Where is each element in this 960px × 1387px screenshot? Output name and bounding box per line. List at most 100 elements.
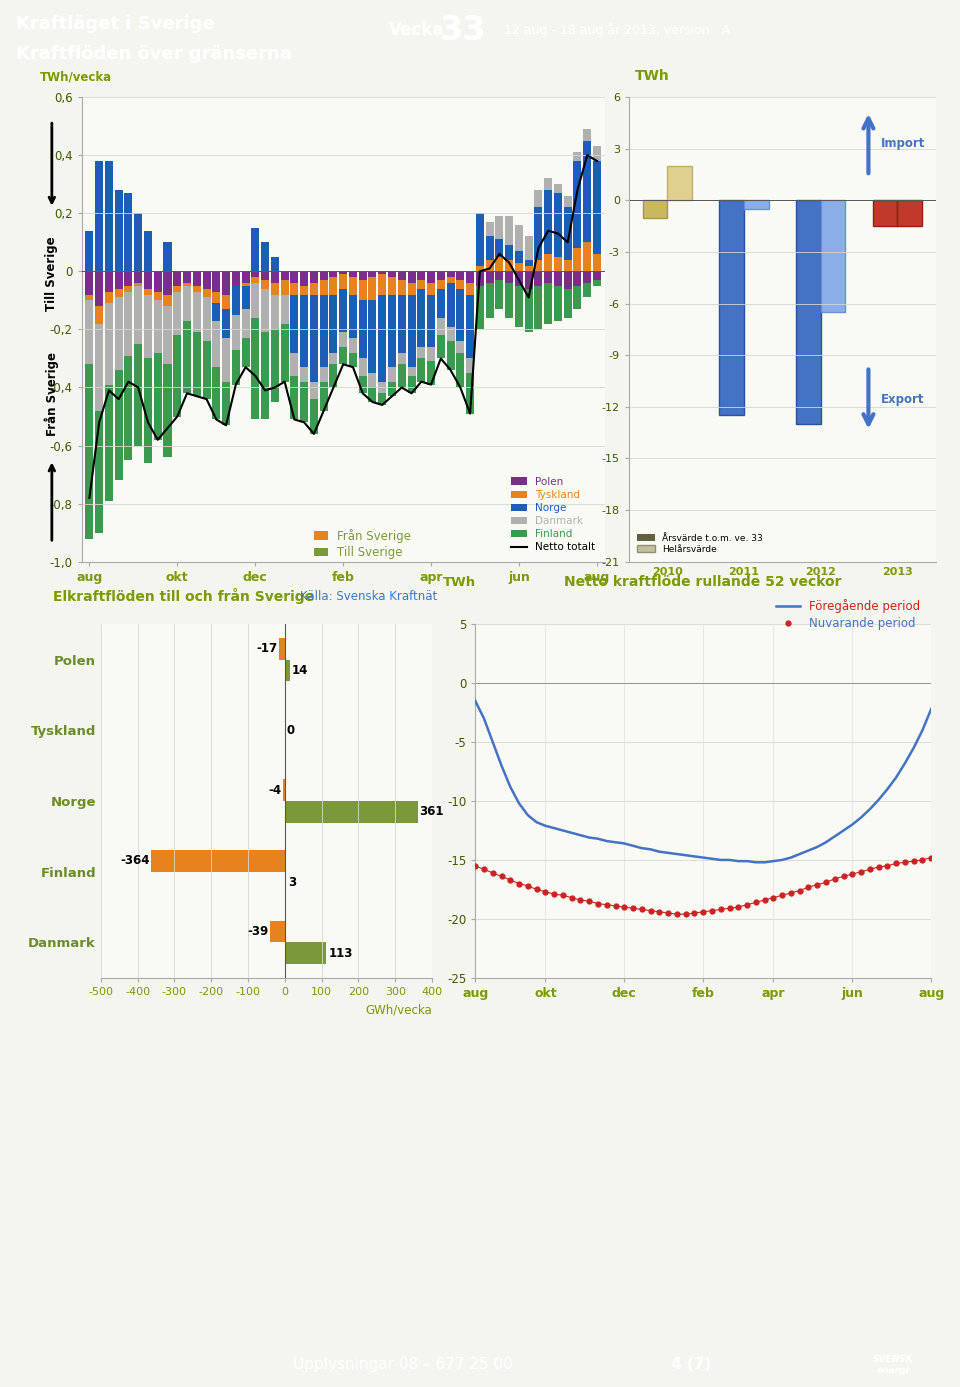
Bar: [397, 280, 406, 294]
Bar: [105, 272, 113, 291]
Bar: [643, 200, 667, 218]
Bar: [85, 294, 93, 301]
Föregående period: [768, 853, 780, 870]
Text: Vecka: Vecka: [389, 21, 444, 39]
Bar: [554, 272, 562, 286]
Text: Import: Import: [880, 137, 925, 150]
Bar: [310, 399, 318, 434]
Bar: [456, 280, 465, 288]
Bar: [300, 294, 308, 368]
Bar: [573, 161, 582, 248]
Bar: [114, 288, 123, 297]
Bar: [114, 370, 123, 480]
Bar: [114, 190, 123, 272]
Bar: [467, 294, 474, 358]
Text: -39: -39: [248, 925, 269, 938]
Bar: [310, 381, 318, 399]
Bar: [873, 200, 898, 226]
Bar: [525, 288, 533, 333]
Bar: [408, 283, 416, 294]
Bar: [486, 283, 493, 318]
Föregående period: [829, 828, 841, 845]
Bar: [231, 272, 240, 286]
Bar: [252, 283, 259, 318]
Bar: [339, 347, 348, 365]
Bar: [408, 272, 416, 283]
Bar: [163, 243, 172, 272]
Bar: [134, 286, 142, 344]
Bar: [427, 294, 435, 347]
Bar: [222, 272, 230, 294]
Bar: [183, 286, 191, 320]
Text: Till Sverige: Till Sverige: [45, 236, 59, 311]
Text: 14: 14: [292, 664, 308, 677]
Bar: [300, 286, 308, 294]
Bar: [535, 190, 542, 208]
Bar: [261, 243, 269, 272]
Bar: [105, 384, 113, 501]
Bar: [446, 326, 455, 341]
Text: Upplysningar 08 – 677 25 00: Upplysningar 08 – 677 25 00: [294, 1358, 513, 1372]
Text: 12 aug - 18 aug år 2013, version:  A: 12 aug - 18 aug år 2013, version: A: [504, 24, 731, 37]
Bar: [320, 280, 327, 294]
Bar: [339, 333, 348, 347]
Föregående period: [750, 854, 761, 871]
Bar: [744, 200, 769, 209]
Bar: [467, 283, 474, 294]
Text: 4 (7): 4 (7): [671, 1358, 711, 1372]
Bar: [525, 272, 533, 288]
Bar: [261, 288, 269, 333]
Bar: [320, 368, 327, 381]
Bar: [173, 336, 181, 416]
Bar: [564, 259, 572, 272]
Text: Kraftläget i Sverige: Kraftläget i Sverige: [16, 15, 215, 33]
Bar: [310, 272, 318, 283]
Bar: [242, 309, 250, 338]
Bar: [212, 291, 220, 304]
Bar: [144, 288, 152, 294]
Bar: [378, 272, 386, 275]
Bar: [348, 294, 357, 338]
Bar: [359, 358, 367, 376]
Bar: [231, 315, 240, 350]
Bar: [378, 275, 386, 294]
Bar: [183, 320, 191, 394]
Bar: [329, 294, 338, 352]
Bar: [285, 659, 290, 681]
Bar: [285, 872, 286, 893]
Bar: [261, 333, 269, 419]
Text: Elkraftflöden till och från Sverige: Elkraftflöden till och från Sverige: [53, 588, 314, 605]
Bar: [203, 341, 210, 399]
Bar: [252, 318, 259, 419]
Bar: [285, 802, 418, 822]
Bar: [242, 338, 250, 368]
Bar: [154, 272, 161, 291]
Bar: [437, 288, 444, 318]
Bar: [437, 336, 444, 358]
Bar: [271, 294, 278, 330]
Bar: [486, 259, 493, 272]
Bar: [125, 193, 132, 272]
Bar: [359, 280, 367, 301]
Bar: [163, 272, 172, 294]
Bar: [134, 283, 142, 286]
Text: Netto kraftflöde rullande 52 veckor: Netto kraftflöde rullande 52 veckor: [564, 574, 842, 588]
Bar: [173, 272, 181, 286]
Bar: [554, 257, 562, 272]
Bar: [564, 272, 572, 288]
Bar: [280, 323, 289, 381]
Bar: [85, 230, 93, 272]
Bar: [300, 381, 308, 423]
Bar: [154, 291, 161, 301]
Legend: Föregående period, Nuvarande period: Föregående period, Nuvarande period: [772, 595, 925, 635]
Bar: [144, 358, 152, 463]
Text: 3: 3: [288, 877, 296, 889]
Bar: [584, 272, 591, 283]
Bar: [329, 277, 338, 294]
Text: Från Sverige: Från Sverige: [44, 352, 60, 437]
Bar: [285, 943, 326, 964]
Bar: [593, 147, 601, 161]
Bar: [593, 280, 601, 286]
Bar: [348, 338, 357, 352]
Bar: [369, 373, 376, 387]
